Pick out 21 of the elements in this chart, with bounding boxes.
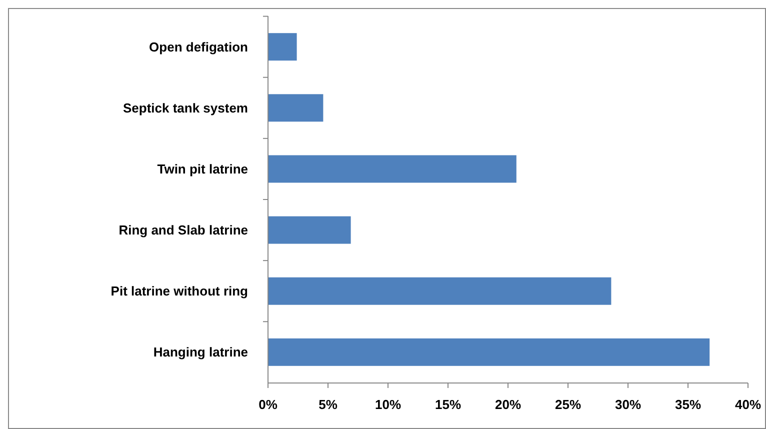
bar (268, 277, 612, 305)
x-tick-label: 20% (494, 397, 522, 412)
y-tick-label: Pit latrine without ring (110, 284, 248, 299)
x-tick-label: 40% (734, 397, 762, 412)
bar (268, 94, 324, 122)
bar (268, 338, 710, 366)
y-tick-label: Septick tank system (122, 100, 248, 116)
y-tick-label: Ring and Slab latrine (118, 222, 248, 238)
x-tick-label: 35% (674, 397, 702, 412)
y-tick-label: Twin pit latrine (157, 162, 248, 177)
x-tick-label: 30% (614, 397, 642, 412)
bar (268, 155, 516, 183)
x-tick-label: 25% (554, 397, 582, 412)
x-tick-label: 5% (318, 397, 338, 412)
x-tick-label: 15% (434, 397, 462, 412)
x-tick-label: 0% (258, 397, 278, 412)
y-tick-label: Hanging latrine (153, 344, 248, 360)
x-tick-label: 10% (374, 397, 402, 412)
bar (268, 33, 297, 61)
bar (268, 216, 351, 244)
y-tick-label: Open defigation (149, 39, 248, 54)
